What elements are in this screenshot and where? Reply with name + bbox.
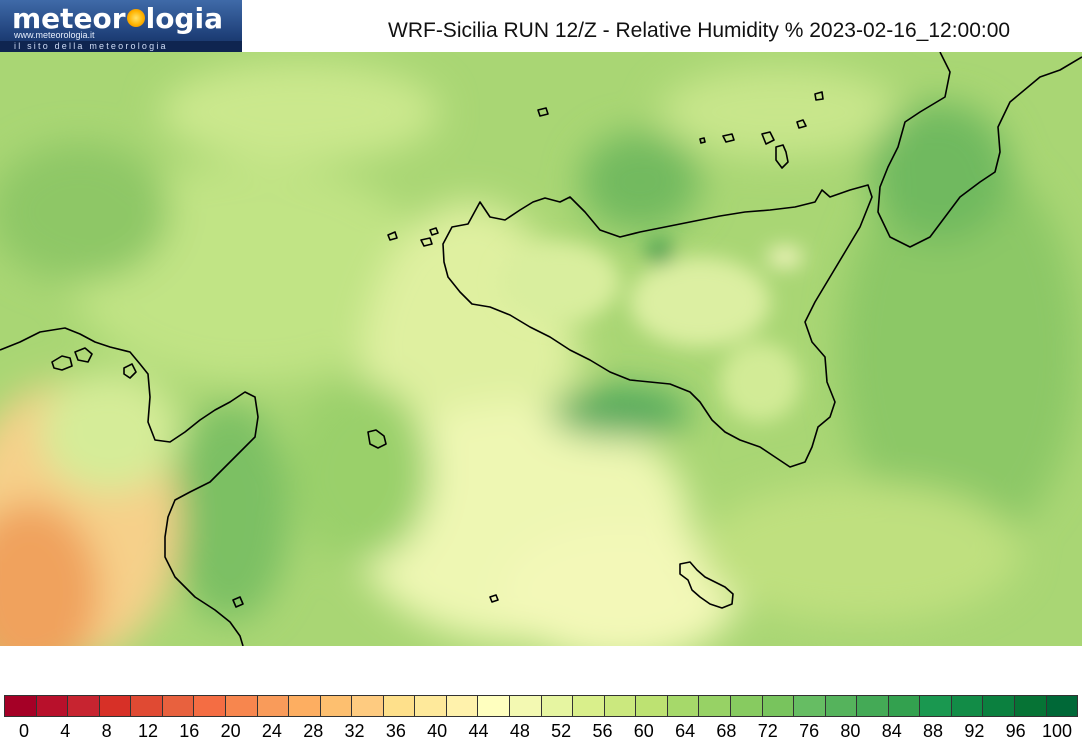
field-orange-tunisia <box>0 502 100 646</box>
legend-swatch <box>99 696 132 716</box>
legend-swatch <box>131 696 163 716</box>
legend-swatch <box>415 696 447 716</box>
legend-tick-label: 4 <box>60 721 71 741</box>
sicily-coast <box>442 184 873 468</box>
sicily-interior-field <box>500 240 803 422</box>
legend-tick-label: 8 <box>101 721 112 741</box>
legend-swatch <box>920 696 952 716</box>
ustica-coast <box>537 107 549 117</box>
meteorologia-logo[interactable]: meteor logia www.meteorologia.it il sito … <box>0 0 242 52</box>
legend-tick-label: 92 <box>964 721 985 741</box>
legend-swatch <box>730 696 763 716</box>
legend-swatch <box>510 696 542 716</box>
legend-tick-labels: 0 4 8 12 16 20 24 28 32 36 40 44 48 52 56 60 64 68 72 76 80 8… <box>0 721 1082 741</box>
legend-tick-label: 96 <box>1005 721 1026 741</box>
legend-swatch <box>289 696 321 716</box>
kerkennah-coast <box>51 347 137 379</box>
legend-tick-label: 24 <box>261 721 282 741</box>
legend-swatch <box>983 696 1015 716</box>
legend-tick-label: 68 <box>716 721 737 741</box>
legend-swatch <box>699 696 731 716</box>
legend-swatch <box>1015 696 1047 716</box>
legend-swatch <box>383 696 416 716</box>
field-dark-south-coast <box>550 387 690 437</box>
legend-swatch <box>478 696 510 716</box>
legend-swatch <box>225 696 258 716</box>
legend-swatch <box>68 696 100 716</box>
legend-swatch <box>857 696 889 716</box>
legend-swatch <box>794 696 826 716</box>
logo-tagline: il sito della meteorologia <box>0 41 242 52</box>
lampedusa-coast <box>489 594 499 603</box>
legend-swatch <box>320 696 353 716</box>
legend-swatch <box>573 696 605 716</box>
humidity-field <box>0 62 1080 646</box>
legend-tick-label: 20 <box>220 721 241 741</box>
field-light-ne <box>660 67 900 157</box>
coastlines <box>0 52 1082 646</box>
sun-icon <box>126 9 145 27</box>
logo-wordmark: meteor logia <box>12 2 223 35</box>
legend-tick-label: 12 <box>137 721 158 741</box>
humidity-map <box>0 52 1082 646</box>
legend-tick-label: 76 <box>799 721 820 741</box>
legend-tick-label: 28 <box>303 721 324 741</box>
legend-swatch <box>36 696 69 716</box>
legend-tick-label: 52 <box>551 721 572 741</box>
legend-tick-label: 60 <box>633 721 654 741</box>
legend-swatch <box>194 696 226 716</box>
field-dark-tunisia-coast <box>170 402 290 622</box>
legend-tick-label: 16 <box>179 721 200 741</box>
legend-tick-label: 80 <box>840 721 861 741</box>
legend-swatch <box>257 696 290 716</box>
field-light-tunisia <box>40 372 180 492</box>
field-dark-sw <box>290 382 430 562</box>
legend-tick-label: 64 <box>675 721 696 741</box>
legend-tick-label: 32 <box>344 721 365 741</box>
legend-swatch <box>352 696 384 716</box>
egadi-coast <box>387 227 439 247</box>
malta-coast <box>679 561 734 609</box>
legend-swatch <box>951 696 984 716</box>
eolie-coast <box>699 91 824 169</box>
legend-swatch <box>888 696 921 716</box>
legend-swatch <box>1046 696 1078 716</box>
legend-swatch <box>667 696 700 716</box>
field-dark-tyrrhenian <box>580 132 700 232</box>
legend-swatch <box>446 696 479 716</box>
legend-tick-label: 36 <box>385 721 406 741</box>
tunisia-coast <box>0 327 259 646</box>
djerba-coast <box>232 596 244 608</box>
legend-swatch <box>5 696 37 716</box>
legend-tick-label: 56 <box>592 721 613 741</box>
legend-swatch <box>762 696 795 716</box>
legend-tick-label: 48 <box>509 721 530 741</box>
legend-swatch <box>604 696 637 716</box>
legend-tick-label: 0 <box>18 721 30 741</box>
legend-swatch <box>162 696 195 716</box>
legend-tick-label: 84 <box>881 721 902 741</box>
legend-swatch <box>825 696 858 716</box>
field-light-se <box>700 482 1020 622</box>
field-pale-south2 <box>500 522 740 646</box>
legend-tick-label: 44 <box>468 721 489 741</box>
logo-url: www.meteorologia.it <box>14 30 95 40</box>
legend-tick-label: 40 <box>427 721 448 741</box>
field-light-north <box>160 62 440 162</box>
calabria-coast <box>877 52 1082 248</box>
legend-swatch <box>636 696 668 716</box>
pantelleria-coast <box>367 429 387 449</box>
legend-tick-label: 88 <box>923 721 944 741</box>
legend-tick-label: 100 <box>1041 721 1073 741</box>
field-dark-east <box>840 152 1080 552</box>
field-dark-nw <box>0 142 170 282</box>
legend-swatch <box>541 696 574 716</box>
map-title: WRF-Sicilia RUN 12/Z - Relative Humidity… <box>388 19 1011 42</box>
field-dark-calabria <box>870 102 1010 242</box>
color-legend <box>4 695 1078 717</box>
legend-tick-label: 72 <box>757 721 778 741</box>
